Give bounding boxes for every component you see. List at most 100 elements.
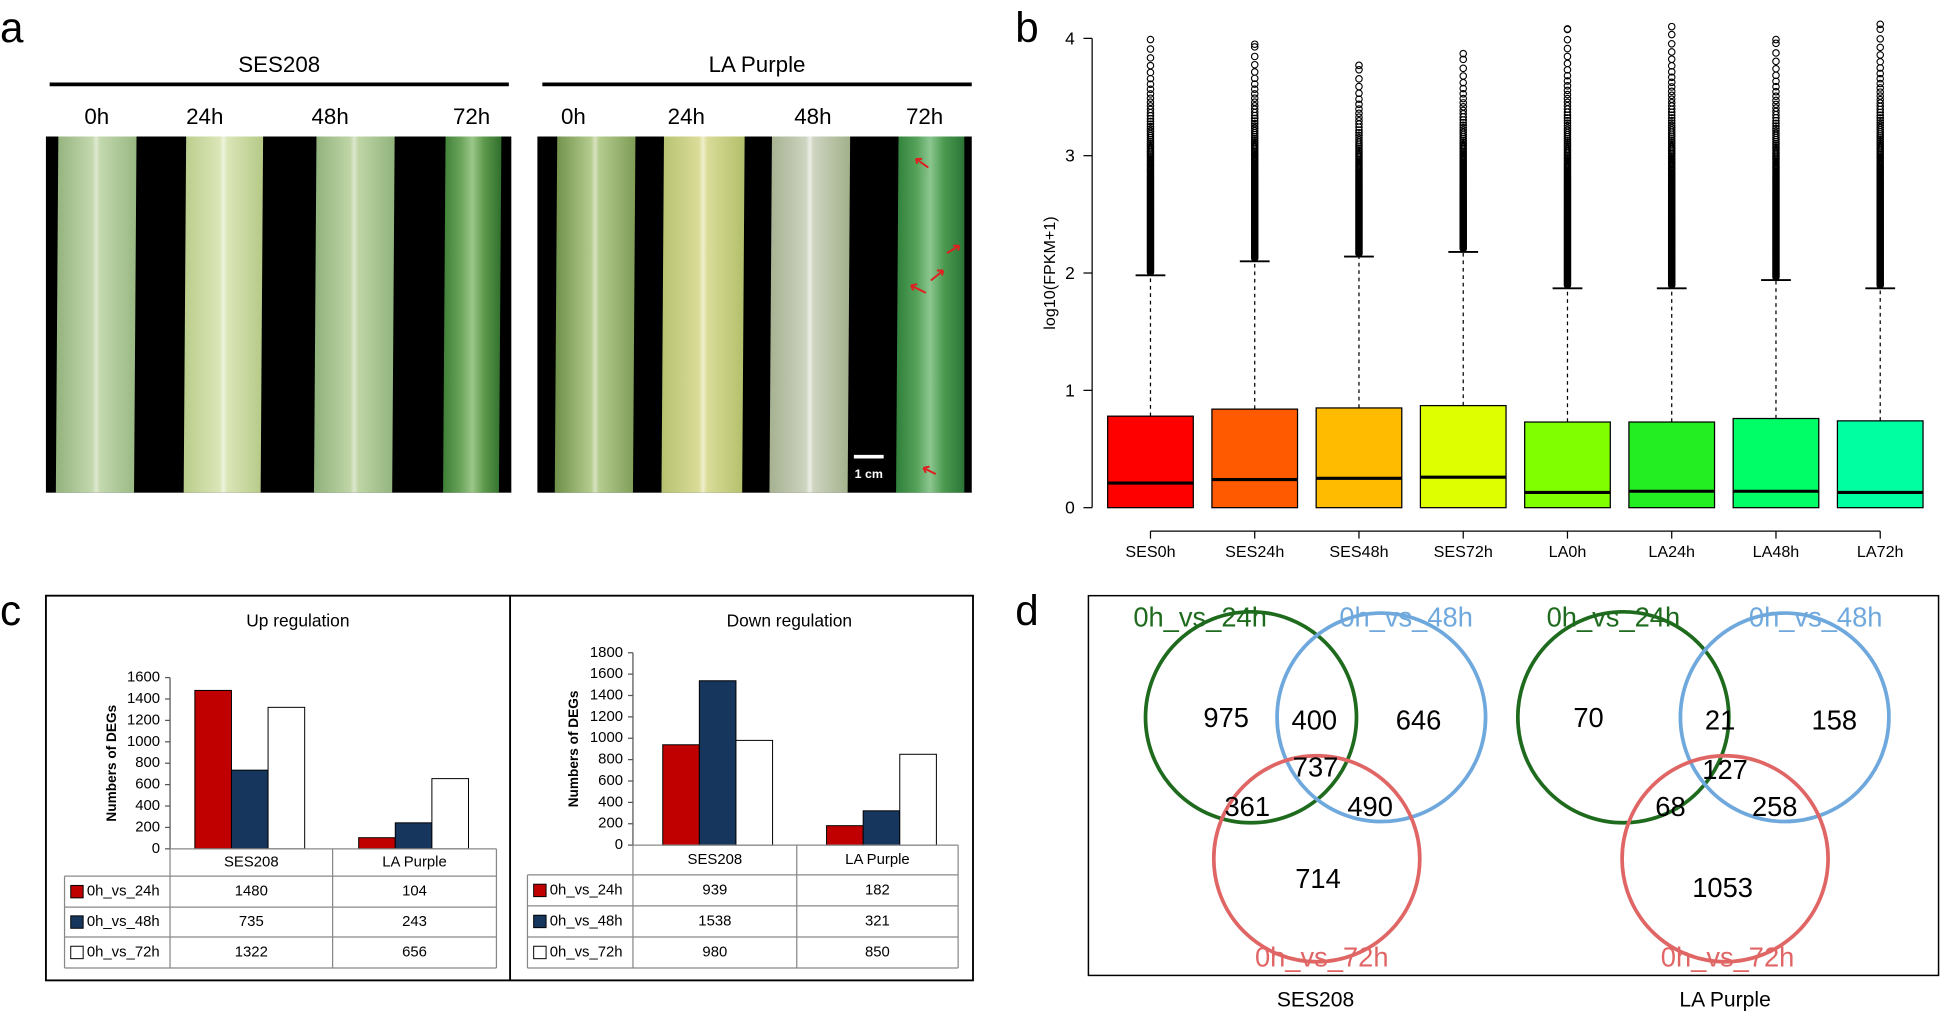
y-tick-label: 4	[1065, 28, 1075, 48]
time-label: 24h	[668, 104, 705, 129]
box	[1628, 421, 1716, 509]
legend-label: 0h_vs_48h	[87, 914, 160, 930]
time-label: 48h	[794, 104, 831, 129]
scale-bar-label: 1 cm	[855, 467, 883, 481]
time-label: 48h	[311, 104, 348, 129]
legend-swatch	[70, 884, 84, 899]
legend-swatch	[533, 914, 547, 929]
y-axis-label: Numbers of DEGs	[566, 690, 581, 807]
chart-title: Down regulation	[727, 610, 852, 630]
venn-count: 127	[1702, 754, 1748, 785]
bar	[394, 822, 433, 850]
leaf	[55, 136, 137, 493]
venn-circle	[1275, 611, 1488, 824]
y-tick-label: 1200	[127, 712, 160, 728]
table-value: 182	[865, 882, 890, 898]
outliers	[1355, 61, 1363, 258]
y-tick-label: 1000	[127, 734, 160, 750]
table-value: 850	[865, 944, 890, 960]
leaf	[661, 136, 745, 493]
table-value: 243	[402, 914, 427, 930]
time-label: 0h	[561, 104, 586, 129]
y-tick-label: 1600	[127, 670, 160, 686]
box	[1836, 420, 1924, 509]
venn-circle	[1515, 609, 1731, 825]
leaf-photos	[45, 82, 972, 493]
outliers	[1876, 20, 1885, 289]
venn-count: 158	[1812, 704, 1858, 735]
venn-circle	[1620, 753, 1830, 964]
table-value: 1322	[235, 944, 268, 960]
y-tick-label: 800	[135, 755, 160, 771]
venn-set-label: 0h_vs_24h	[1133, 601, 1267, 632]
bar	[230, 769, 269, 850]
outliers	[1459, 49, 1468, 253]
venn-count: 21	[1705, 704, 1735, 735]
y-tick-label: 3	[1065, 146, 1075, 166]
y-tick-label: 1200	[590, 709, 623, 725]
x-tick-label: LA0h	[1549, 543, 1587, 561]
venn-title: SES208	[1277, 989, 1354, 1012]
time-label: 72h	[906, 104, 943, 129]
x-tick-label: LA24h	[1648, 543, 1695, 561]
panel-label: c	[0, 587, 21, 634]
table-value: 104	[402, 884, 427, 900]
box	[1732, 417, 1820, 509]
x-tick-label: SES72h	[1434, 543, 1493, 561]
venn-circle	[1143, 609, 1359, 825]
legend-swatch	[533, 883, 547, 898]
bar	[194, 689, 232, 850]
legend-label: 0h_vs_24h	[550, 882, 623, 898]
table-value: 735	[239, 914, 264, 930]
leaf	[443, 136, 502, 493]
venn-count: 70	[1573, 702, 1603, 733]
y-tick-label: 600	[598, 773, 623, 789]
time-label: 72h	[453, 104, 490, 129]
y-tick-label: 200	[135, 819, 160, 835]
y-tick-label: 2	[1065, 263, 1075, 283]
legend-label: 0h_vs_72h	[87, 944, 160, 960]
table-value: 321	[865, 913, 890, 929]
box	[1524, 421, 1611, 509]
y-tick-label: 1400	[127, 691, 160, 707]
legend-swatch	[533, 945, 547, 960]
legend-swatch	[70, 945, 84, 960]
legend-label: 0h_vs_24h	[87, 884, 160, 900]
outliers	[1667, 22, 1676, 289]
bar	[662, 744, 700, 846]
table-value: 939	[702, 882, 727, 898]
y-tick-label: 200	[598, 816, 623, 832]
leaf	[896, 136, 965, 493]
y-tick-label: 400	[598, 794, 623, 810]
venn-count: 737	[1293, 751, 1339, 782]
bar	[267, 706, 306, 850]
group-title: SES208	[238, 52, 320, 77]
box	[1419, 404, 1507, 509]
y-tick-label: 0	[152, 841, 160, 857]
leaf	[313, 136, 395, 493]
outliers	[1772, 35, 1780, 281]
panel-label: a	[0, 4, 24, 51]
table-header: LA Purple	[382, 854, 447, 870]
y-axis-label: Numbers of DEGs	[104, 704, 119, 821]
bar	[862, 810, 901, 846]
venn-count: 1053	[1692, 872, 1753, 903]
venn-set-label: 0h_vs_24h	[1547, 601, 1681, 632]
y-tick-label: 0	[615, 837, 623, 853]
y-tick-label: 1600	[590, 666, 623, 682]
bar	[735, 739, 774, 846]
outliers	[1250, 40, 1259, 262]
y-tick-label: 1	[1065, 380, 1075, 400]
table-header: SES208	[224, 854, 279, 870]
red-arrows	[910, 157, 961, 475]
y-tick-label: 800	[598, 752, 623, 768]
venn-count: 400	[1292, 704, 1338, 735]
y-tick-label: 1000	[590, 730, 623, 746]
y-tick-label: 0	[1065, 498, 1075, 518]
legend-label: 0h_vs_48h	[550, 913, 623, 929]
venn-circle	[1211, 753, 1422, 964]
venn-count: 258	[1752, 791, 1798, 822]
table-value: 1480	[235, 884, 268, 900]
venn-count: 490	[1347, 791, 1393, 822]
leaf	[183, 136, 264, 493]
